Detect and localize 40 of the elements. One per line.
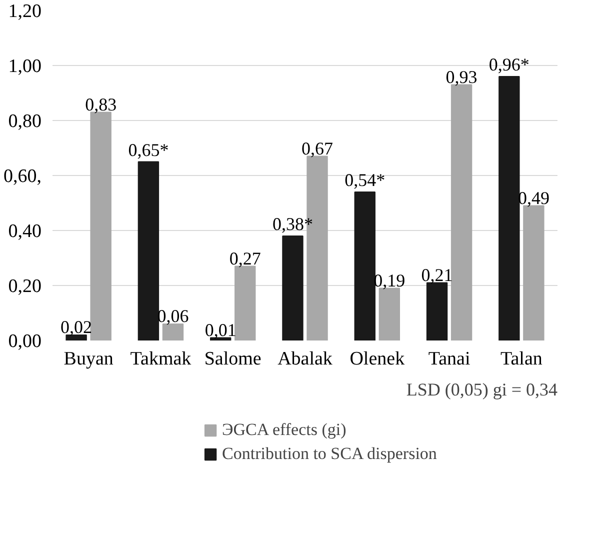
bar — [162, 324, 184, 340]
bar — [234, 266, 256, 340]
x-tick-label: Takmak — [130, 348, 192, 370]
data-label: 0,38* — [272, 214, 313, 234]
data-label: 0,67 — [302, 138, 334, 158]
x-tick-label: Olenek — [350, 348, 406, 370]
x-tick-label: Tanai — [428, 348, 470, 370]
bar — [354, 192, 376, 340]
bar — [498, 76, 520, 340]
text: LSD (0,05) gi = 0,34 — [406, 380, 558, 400]
x-tick-label: Buyan — [64, 348, 114, 370]
y-tick-label: 1,00 — [8, 56, 42, 77]
bar — [90, 112, 112, 340]
bar — [450, 84, 472, 340]
data-label: 0,96* — [488, 54, 530, 74]
y-tick-label: 0,20 — [8, 276, 42, 297]
data-label: 0,93 — [446, 66, 478, 87]
bar — [282, 236, 304, 340]
y-tick-label: 1,20 — [8, 1, 42, 22]
x-tick-label: Salome — [204, 348, 262, 370]
y-tick-label: 0,40 — [8, 221, 42, 242]
legend-label: Contribution to SCA dispersion — [222, 444, 437, 464]
legend-label: ЭGCA effects (gi) — [222, 420, 346, 440]
bar — [138, 161, 160, 340]
data-label: 0,02 — [60, 317, 92, 337]
x-tick-label: Talan — [500, 348, 543, 370]
data-label: 0,65* — [128, 140, 169, 160]
data-label: 0,01 — [204, 320, 236, 340]
bar — [426, 282, 448, 340]
bar — [66, 334, 87, 340]
y-tick-label: 0,00 — [8, 331, 42, 352]
y-tick-label: 0,60, — [4, 166, 42, 187]
bar — [523, 205, 544, 340]
y-tick-label: 0,80 — [8, 111, 42, 132]
x-tick-label: Abalak — [278, 348, 333, 370]
data-label: 0,83 — [85, 94, 117, 114]
bar — [378, 288, 400, 340]
data-label: 0,21 — [421, 264, 453, 285]
data-label: 0,27 — [229, 248, 261, 268]
data-label: 0,54* — [344, 170, 386, 190]
